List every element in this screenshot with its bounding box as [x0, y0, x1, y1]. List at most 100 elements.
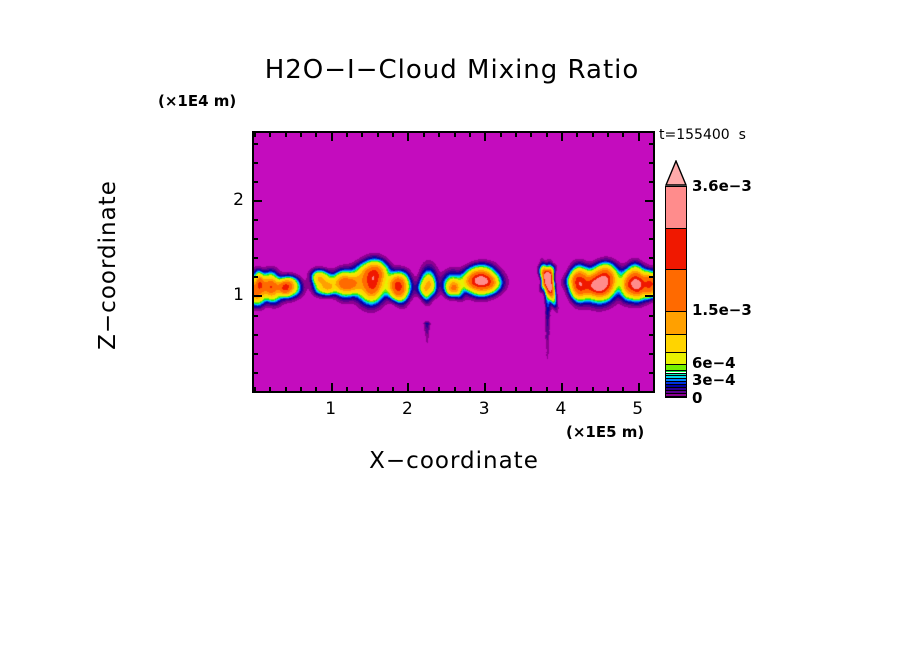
x-major-tick — [331, 383, 333, 391]
colorbar-band — [666, 378, 686, 382]
y-major-tick-right — [645, 295, 653, 297]
colorbar-band — [666, 369, 686, 373]
colorbar-band — [666, 351, 686, 364]
x-minor-tick-top — [530, 133, 532, 137]
colorbar-tick-label: 3e−4 — [692, 371, 736, 390]
y-minor-tick — [254, 353, 258, 355]
x-minor-tick — [607, 387, 609, 391]
y-minor-tick — [254, 257, 258, 259]
colorbar-band — [666, 384, 686, 388]
x-minor-tick — [576, 387, 578, 391]
colorbar-band-divider — [666, 375, 686, 377]
x-minor-tick-top — [576, 133, 578, 137]
x-minor-tick — [315, 387, 317, 391]
x-minor-tick-top — [269, 133, 271, 137]
x-tick-label: 2 — [402, 399, 413, 419]
y-minor-tick-right — [649, 219, 653, 221]
x-minor-tick — [377, 387, 379, 391]
colorbar-band-divider — [666, 378, 686, 380]
y-minor-tick-right — [649, 238, 653, 240]
y-minor-tick-right — [649, 334, 653, 336]
x-minor-tick-top — [469, 133, 471, 137]
colorbar-band-divider — [666, 363, 686, 365]
x-major-tick-top — [407, 133, 409, 141]
colorbar-tick-label: 1.5e−3 — [692, 300, 752, 319]
colorbar-band — [666, 375, 686, 379]
colorbar-band-divider — [666, 310, 686, 312]
x-minor-tick-top — [622, 133, 624, 137]
colorbar-band — [666, 393, 686, 397]
colorbar-band — [666, 387, 686, 391]
x-minor-tick-top — [546, 133, 548, 137]
colorbar-band-divider — [666, 387, 686, 389]
colorbar-band-divider — [666, 381, 686, 383]
y-minor-tick-right — [649, 315, 653, 317]
plot-area — [252, 131, 655, 393]
x-major-tick-top — [484, 133, 486, 141]
colorbar-tick-label: 3.6e−3 — [692, 177, 752, 195]
colorbar-band — [666, 269, 686, 311]
x-minor-tick-top — [285, 133, 287, 137]
x-minor-tick-top — [254, 133, 256, 137]
x-tick-label: 3 — [478, 399, 490, 419]
x-minor-tick-top — [346, 133, 348, 137]
colorbar-band — [666, 228, 686, 270]
x-minor-tick — [254, 387, 256, 391]
colorbar-band-divider — [666, 228, 686, 230]
y-minor-tick-right — [649, 372, 653, 374]
x-minor-tick — [454, 387, 456, 391]
x-minor-tick-top — [423, 133, 425, 137]
y-axis-units-label: (×1E4 m) — [158, 92, 237, 110]
x-minor-tick-top — [377, 133, 379, 137]
x-minor-tick-top — [607, 133, 609, 137]
colorbar-band-divider — [666, 334, 686, 336]
colorbar-extend-arrow-icon — [665, 160, 687, 186]
y-tick-label: 2 — [233, 189, 244, 210]
y-major-tick-right — [645, 200, 653, 202]
x-minor-tick-top — [300, 133, 302, 137]
x-major-tick-top — [561, 133, 563, 141]
colorbar-tick-label: 0 — [692, 389, 703, 407]
x-minor-tick-top — [454, 133, 456, 137]
y-minor-tick-right — [649, 143, 653, 145]
colorbar-band-divider — [666, 396, 686, 397]
time-stamp-annotation: t=155400 s — [659, 127, 746, 143]
y-minor-tick — [254, 276, 258, 278]
x-major-tick-top — [638, 133, 640, 141]
x-minor-tick — [546, 387, 548, 391]
colorbar-band — [666, 390, 686, 394]
colorbar-band — [666, 381, 686, 385]
x-minor-tick — [346, 387, 348, 391]
x-axis-title: X−coordinate — [369, 448, 539, 474]
colorbar-band — [666, 310, 686, 335]
x-major-tick — [407, 383, 409, 391]
y-minor-tick — [254, 334, 258, 336]
colorbar-tick-label: 6e−4 — [692, 353, 736, 372]
y-minor-tick-right — [649, 257, 653, 259]
y-minor-tick — [254, 219, 258, 221]
x-tick-label: 1 — [325, 399, 337, 419]
colorbar-gradient — [665, 186, 687, 398]
y-minor-tick-right — [649, 353, 653, 355]
x-minor-tick-top — [592, 133, 594, 137]
colorbar-band-divider — [666, 393, 686, 395]
colorbar-band-divider — [666, 384, 686, 386]
y-minor-tick — [254, 143, 258, 145]
colorbar-band — [666, 363, 686, 370]
colorbar-band — [666, 187, 686, 229]
colorbar-band-divider — [666, 369, 686, 371]
y-minor-tick — [254, 372, 258, 374]
y-minor-tick-right — [649, 391, 653, 393]
contour-field — [254, 133, 653, 391]
y-tick-label: 1 — [233, 285, 244, 306]
x-minor-tick — [530, 387, 532, 391]
x-major-tick — [561, 383, 563, 391]
x-minor-tick — [269, 387, 271, 391]
x-minor-tick-top — [392, 133, 394, 137]
y-minor-tick — [254, 181, 258, 183]
y-minor-tick — [254, 315, 258, 317]
x-minor-tick-top — [361, 133, 363, 137]
colorbar-band-divider — [666, 351, 686, 353]
x-minor-tick-top — [315, 133, 317, 137]
